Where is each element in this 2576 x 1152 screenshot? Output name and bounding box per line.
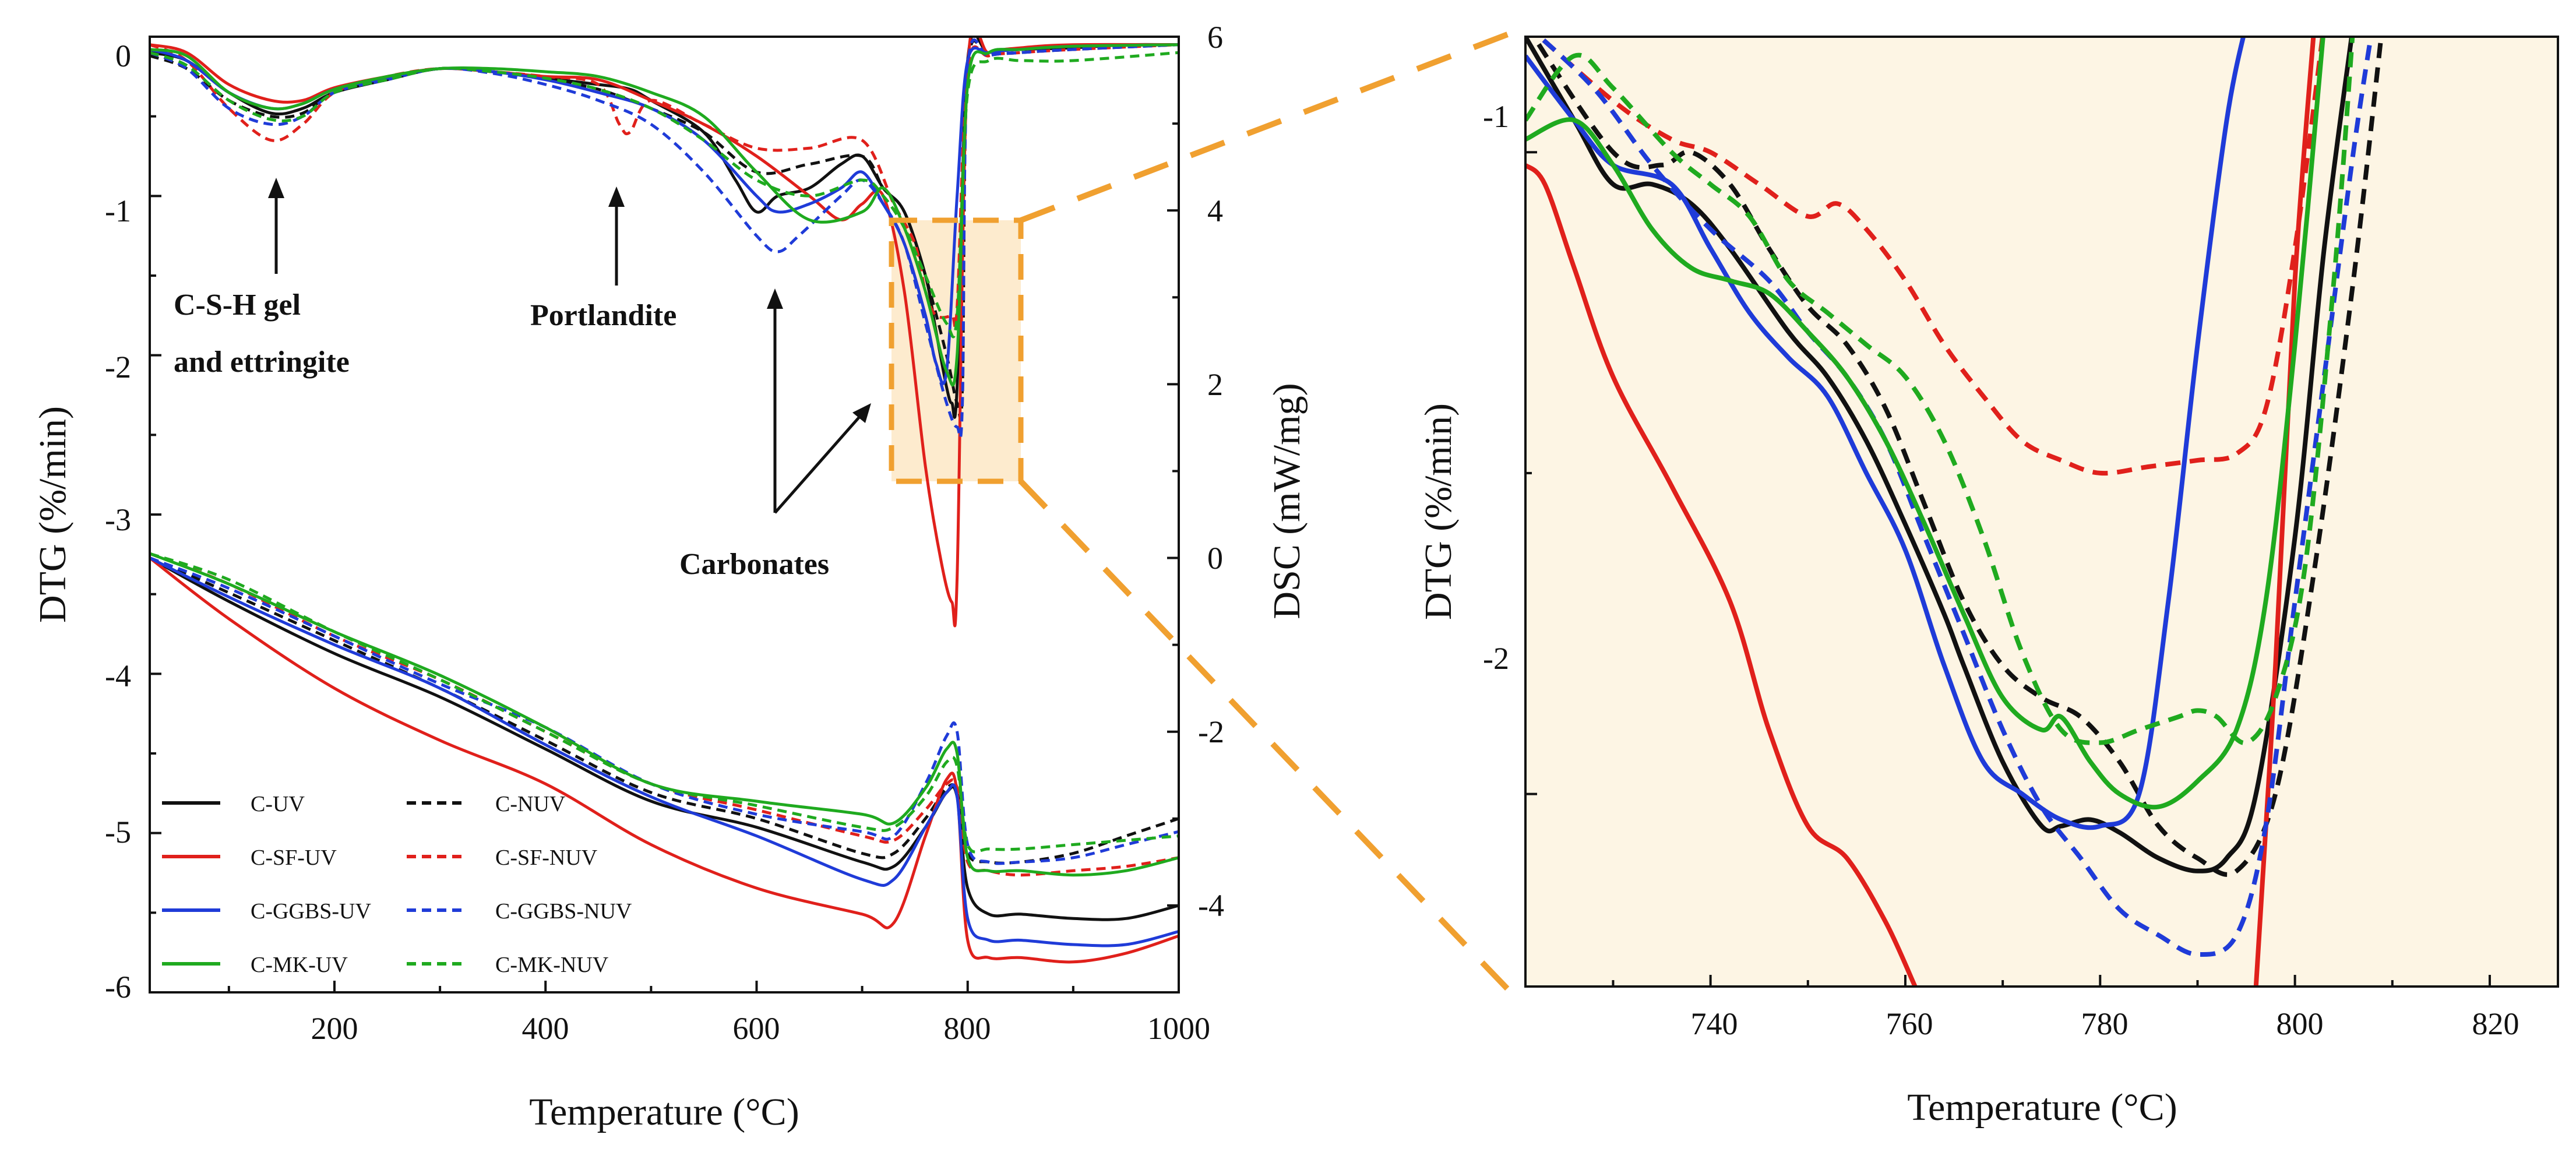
legend-label: C-SF-NUV xyxy=(495,845,598,870)
annotations: C-S-H gel and ettringite Portlandite Car… xyxy=(174,178,871,581)
right-x-tick-label: 780 xyxy=(2081,1006,2129,1041)
series-dsc-c-ggbs-uv xyxy=(150,556,1179,947)
series-dsc-c-sf-uv xyxy=(150,556,1179,964)
legend-label: C-MK-NUV xyxy=(495,953,609,977)
arrow-portlandite-head xyxy=(608,186,625,207)
right-x-tick-label: 740 xyxy=(1691,1006,1738,1041)
series-dsc-c-ggbs-nuv xyxy=(150,556,1179,865)
arrow-carbonates-2-head xyxy=(852,403,871,423)
series-dsc-c-sf-nuv xyxy=(150,552,1179,877)
legend-label: C-NUV xyxy=(495,792,566,816)
left-panel-series xyxy=(150,37,1179,964)
right-plot-frame xyxy=(1524,36,2559,988)
zoom-series-c-uv xyxy=(1525,37,2355,873)
annotation-csh-line2: and ettringite xyxy=(174,346,350,379)
series-dsc-c-mk-uv xyxy=(150,552,1179,877)
series-dtg-c-ggbs-uv xyxy=(150,43,1179,385)
legend-label: C-MK-UV xyxy=(251,953,348,977)
zoom-series-c-ggbs-nuv xyxy=(1536,37,2374,957)
left-y-tick-label: -3 xyxy=(105,502,131,537)
legend-label: C-GGBS-UV xyxy=(251,899,371,924)
right-y-tick-label: -2 xyxy=(1483,641,1509,676)
left-y-axis-label: DTG (%/min) xyxy=(31,406,74,623)
series-dsc-c-mk-nuv xyxy=(150,552,1179,854)
annotation-csh-line1: C-S-H gel xyxy=(174,288,301,322)
left-x-axis-label: Temperature (°C) xyxy=(529,1091,799,1133)
zoom-series-c-sf-nuv xyxy=(1536,37,2325,476)
arrow-csh-head xyxy=(268,178,284,198)
zoom-series-c-sf-uv-rise xyxy=(2253,37,2316,987)
zoom-series-c-mk-uv xyxy=(1525,37,2325,810)
dsc-tick-label: -2 xyxy=(1198,714,1224,749)
dsc-axis-label: DSC (mW/mg) xyxy=(1266,383,1308,619)
left-x-tick-label: 200 xyxy=(311,1011,358,1046)
legend-label: C-GGBS-NUV xyxy=(495,899,632,924)
series-dsc-c-uv xyxy=(150,556,1179,921)
right-x-tick-label: 820 xyxy=(2472,1006,2519,1041)
left-x-tick-label: 600 xyxy=(733,1011,780,1046)
right-x-tick-label: 800 xyxy=(2277,1006,2324,1041)
right-y-tick-label: -1 xyxy=(1483,99,1509,134)
zoom-series-c-sf-uv xyxy=(1525,163,1918,987)
arrow-carbonates-1-head xyxy=(767,288,783,309)
dsc-tick-label: 0 xyxy=(1207,541,1223,576)
left-x-tick-labels: 200 400 600 800 1000 xyxy=(311,1011,1211,1046)
series-dsc-c-nuv xyxy=(150,556,1179,865)
arrow-carbonates-2 xyxy=(774,414,862,514)
left-y-tick-label: -1 xyxy=(105,193,131,228)
left-y-tick-label: -4 xyxy=(105,658,131,693)
legend-label: C-SF-UV xyxy=(251,845,337,870)
right-x-axis-label: Temperature (°C) xyxy=(1907,1086,2177,1129)
left-x-tick-label: 800 xyxy=(944,1011,991,1046)
right-x-tick-labels: 740 760 780 800 820 xyxy=(1691,1006,2519,1041)
zoom-panel-background xyxy=(1525,37,2558,987)
left-y-tick-label: -6 xyxy=(105,970,131,1005)
right-panel-series xyxy=(1525,37,2384,987)
left-x-tick-label: 1000 xyxy=(1147,1011,1210,1046)
annotation-portlandite: Portlandite xyxy=(530,299,676,332)
legend-label: C-UV xyxy=(251,792,305,816)
left-y-tick-labels: 0 -1 -2 -3 -4 -5 -6 xyxy=(105,38,131,1005)
zoom-series-c-mk-nuv xyxy=(1525,37,2355,745)
zoom-region-outline xyxy=(889,217,1024,484)
series-dtg-c-sf-nuv xyxy=(150,43,1179,329)
dsc-tick-label: 6 xyxy=(1207,20,1223,55)
dsc-tick-label: 2 xyxy=(1207,367,1223,402)
left-y-tick-label: -5 xyxy=(105,815,131,850)
dsc-tick-label: -4 xyxy=(1198,888,1224,923)
dsc-tick-label: 4 xyxy=(1207,193,1223,228)
left-y-tick-label: -2 xyxy=(105,350,131,385)
right-y-axis-label: DTG (%/min) xyxy=(1417,403,1460,620)
right-y-tick-labels: -1 -2 xyxy=(1483,99,1509,676)
right-x-tick-label: 760 xyxy=(1886,1006,1933,1041)
zoom-series-c-nuv xyxy=(1531,37,2384,877)
left-y-tick-label: 0 xyxy=(115,38,131,73)
axis-ticks xyxy=(150,36,2491,994)
zoom-series-c-ggbs-uv xyxy=(1525,37,2246,830)
annotation-carbonates: Carbonates xyxy=(679,548,829,581)
zoom-connector-top xyxy=(1020,31,1510,223)
series-dtg-c-mk-uv xyxy=(150,43,1179,387)
legend: C-UV C-NUV C-SF-UV C-SF-NUV C-GGBS-UV C-… xyxy=(162,792,632,977)
left-x-tick-label: 400 xyxy=(522,1011,569,1046)
right-y-tick-labels-dsc: 6 4 2 0 -2 -4 xyxy=(1198,20,1224,923)
series-dtg-c-mk-nuv xyxy=(150,51,1179,339)
